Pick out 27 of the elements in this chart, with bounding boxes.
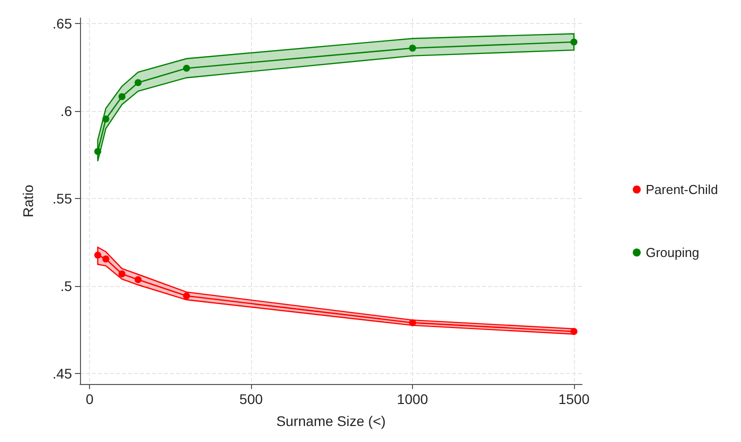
- point: [102, 116, 110, 123]
- point: [94, 252, 102, 259]
- y-tick-label: .6: [60, 102, 72, 119]
- x-tick-label: 1500: [558, 391, 590, 407]
- point: [118, 93, 126, 100]
- y-axis-title: Ratio: [20, 184, 36, 218]
- x-tick-label: 1000: [396, 391, 428, 407]
- x-tick-label: 500: [239, 391, 263, 407]
- point: [94, 148, 102, 155]
- point: [409, 44, 416, 52]
- point: [183, 64, 190, 72]
- point: [183, 292, 190, 300]
- point: [570, 38, 578, 46]
- legend-label: Grouping: [646, 245, 700, 260]
- x-axis-title: Surname Size (<): [276, 413, 386, 429]
- y-tick-label: .45: [52, 365, 72, 382]
- x-tick-label: 0: [86, 391, 94, 407]
- point: [134, 79, 142, 86]
- point: [118, 270, 126, 278]
- point: [409, 319, 416, 326]
- y-tick-label: .65: [52, 15, 72, 32]
- legend-label: Parent-Child: [646, 182, 718, 197]
- point: [570, 328, 578, 335]
- point: [134, 276, 142, 284]
- point: [102, 255, 110, 262]
- y-tick-label: .55: [52, 190, 72, 206]
- y-tick-label: .5: [60, 278, 72, 294]
